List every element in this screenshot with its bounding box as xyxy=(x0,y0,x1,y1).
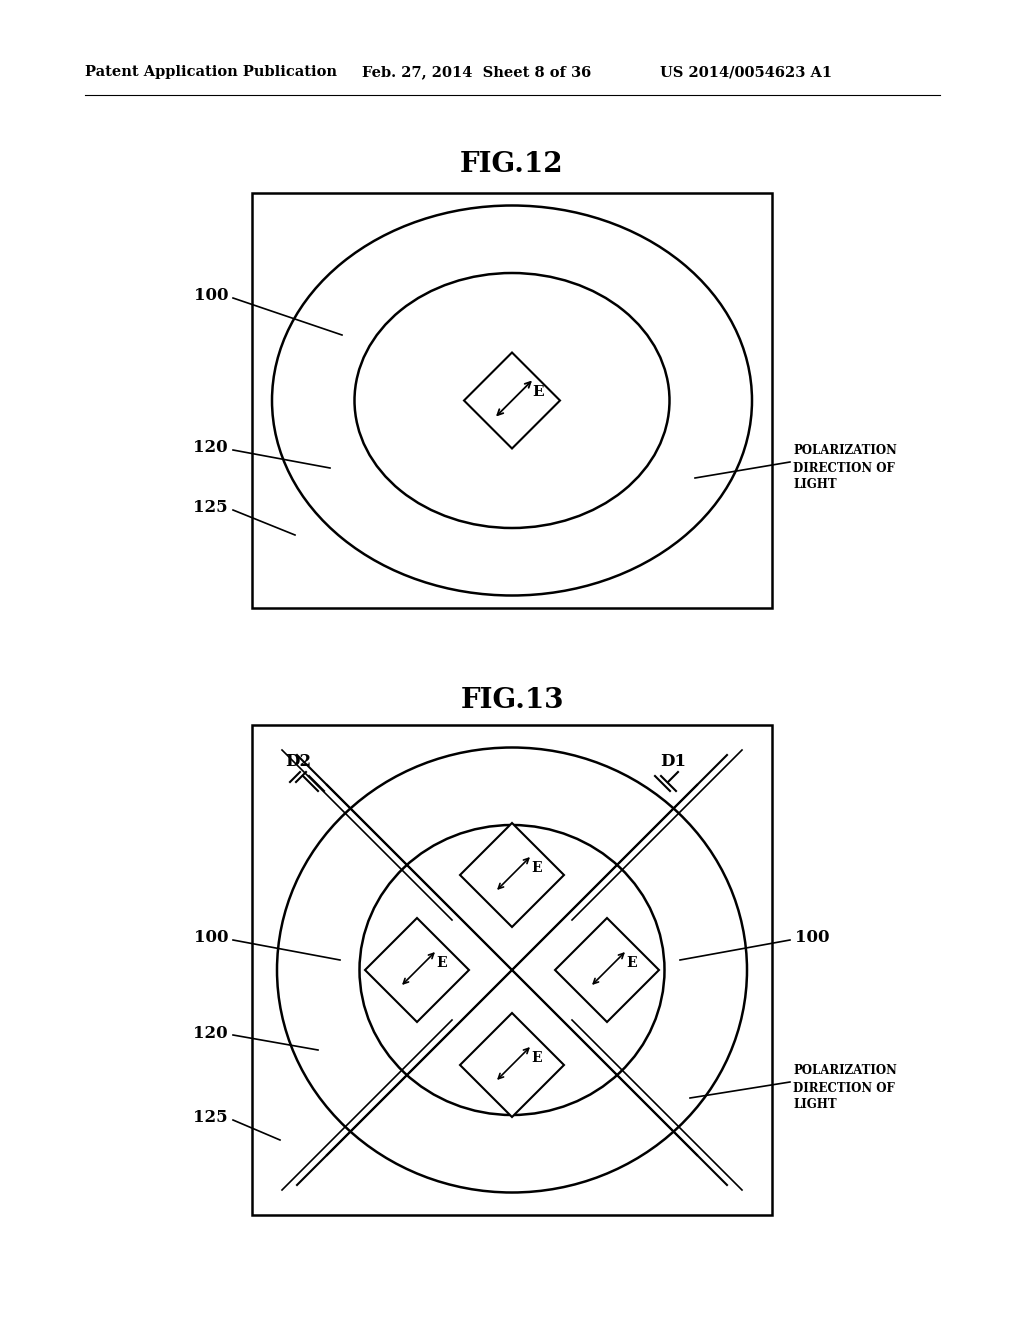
Polygon shape xyxy=(460,1012,564,1117)
Text: E: E xyxy=(531,861,542,875)
Text: 125: 125 xyxy=(194,499,228,516)
Text: E: E xyxy=(436,956,446,970)
Bar xyxy=(252,193,772,609)
Text: 120: 120 xyxy=(194,1024,228,1041)
Text: US 2014/0054623 A1: US 2014/0054623 A1 xyxy=(660,65,833,79)
Text: Patent Application Publication: Patent Application Publication xyxy=(85,65,337,79)
Polygon shape xyxy=(555,917,659,1022)
Text: D2: D2 xyxy=(285,754,311,771)
Text: FIG.12: FIG.12 xyxy=(460,152,564,178)
Text: POLARIZATION
DIRECTION OF
LIGHT: POLARIZATION DIRECTION OF LIGHT xyxy=(793,445,897,491)
Text: E: E xyxy=(626,956,637,970)
Text: 120: 120 xyxy=(194,440,228,457)
Text: POLARIZATION
DIRECTION OF
LIGHT: POLARIZATION DIRECTION OF LIGHT xyxy=(793,1064,897,1111)
Bar xyxy=(252,725,772,1214)
Polygon shape xyxy=(464,352,560,449)
Text: D1: D1 xyxy=(660,754,686,771)
Text: Feb. 27, 2014  Sheet 8 of 36: Feb. 27, 2014 Sheet 8 of 36 xyxy=(362,65,591,79)
Text: 100: 100 xyxy=(795,929,829,946)
Text: FIG.13: FIG.13 xyxy=(460,686,564,714)
Polygon shape xyxy=(460,822,564,927)
Text: E: E xyxy=(531,1051,542,1065)
Text: E: E xyxy=(532,385,544,400)
Text: 100: 100 xyxy=(194,929,228,946)
Text: 100: 100 xyxy=(194,288,228,305)
Text: 125: 125 xyxy=(194,1110,228,1126)
Polygon shape xyxy=(365,917,469,1022)
